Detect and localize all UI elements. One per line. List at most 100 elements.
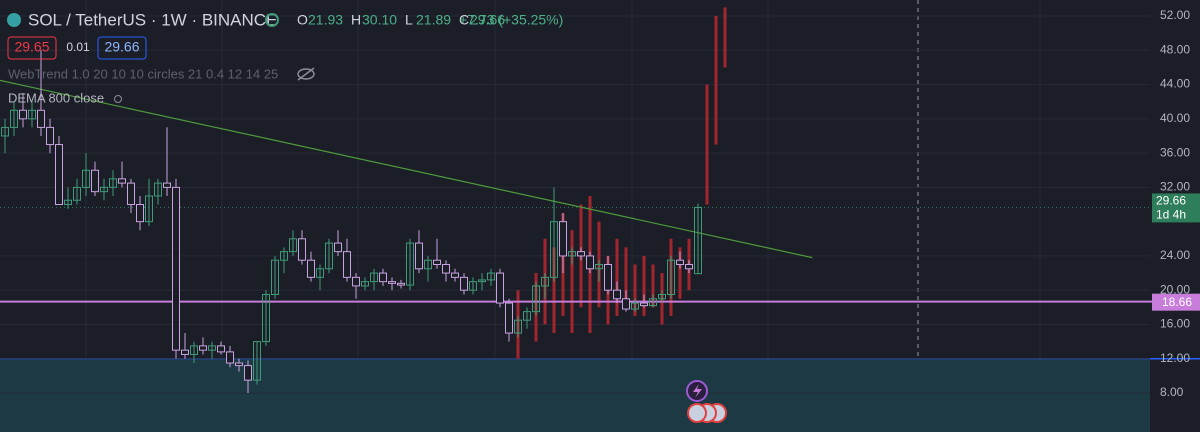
y-tick-label: 20.00 xyxy=(1160,282,1190,296)
sell-box[interactable] xyxy=(7,36,57,60)
candle-body xyxy=(460,276,468,291)
candle-body xyxy=(523,311,531,321)
candle-body xyxy=(109,178,117,188)
candle-body xyxy=(676,259,684,265)
event-icons xyxy=(686,380,727,423)
candle-body xyxy=(1,126,9,137)
candle-body xyxy=(415,242,423,270)
candle-body xyxy=(586,255,594,270)
y-tick-label: 12.00 xyxy=(1160,351,1190,365)
candle-body xyxy=(424,259,432,270)
candle-body xyxy=(64,199,72,206)
candle-body xyxy=(307,259,315,278)
support-label: 18.66 xyxy=(1162,295,1192,309)
last-price-box xyxy=(1152,193,1200,223)
candle-body xyxy=(658,293,666,300)
ohlc-value: 29.66 xyxy=(470,12,505,28)
overlay-bar xyxy=(705,84,709,205)
candle-body xyxy=(577,251,585,257)
candle-body xyxy=(325,242,333,270)
candle-body xyxy=(334,242,342,253)
candle-body xyxy=(640,302,648,307)
overlay-bar xyxy=(633,264,637,316)
hide-icon[interactable] xyxy=(114,95,122,103)
change: +7.73 (+35.25%) xyxy=(459,12,563,28)
overlay-bar xyxy=(714,16,718,145)
candle-body xyxy=(505,302,513,334)
y-tick-label: 44.00 xyxy=(1160,77,1190,91)
indicator-label[interactable]: WebTrend 1.0 20 10 10 circles 21 0.4 12 … xyxy=(8,66,278,81)
candle-body xyxy=(451,272,459,278)
flag-icon[interactable] xyxy=(687,403,707,423)
candle-body xyxy=(19,109,27,120)
ohlc-label: H xyxy=(351,12,361,28)
hide-icon[interactable] xyxy=(297,68,315,80)
y-tick-label: 24.00 xyxy=(1160,248,1190,262)
candle-body xyxy=(388,281,396,284)
y-tick-label: 48.00 xyxy=(1160,42,1190,56)
ohlc-value: 30.10 xyxy=(362,12,397,28)
overlay-bar xyxy=(678,247,682,299)
buy-box[interactable] xyxy=(97,36,147,60)
ohlc-value: 21.89 xyxy=(416,12,451,28)
candle-body xyxy=(262,293,270,343)
candle-body xyxy=(154,182,162,197)
candle-body xyxy=(73,186,81,201)
candle-body xyxy=(496,272,504,304)
candle-body xyxy=(622,298,630,310)
candle-body xyxy=(163,182,171,188)
candle-body xyxy=(352,276,360,287)
lightning xyxy=(693,384,702,398)
candle-body xyxy=(433,259,441,265)
header: SOL / TetherUS · 1W · BINANCE O 21.93 H 30.… xyxy=(7,10,563,105)
candle-body xyxy=(541,276,549,287)
candle-body xyxy=(226,351,234,364)
candle-body xyxy=(28,109,36,120)
y-tick-label: 36.00 xyxy=(1160,145,1190,159)
support-box xyxy=(1152,293,1200,311)
candle-body xyxy=(649,298,657,307)
sell-price[interactable]: 29.65 xyxy=(14,39,49,55)
candle-body xyxy=(343,251,351,278)
last-price-label: 29.66 xyxy=(1156,194,1186,208)
ohlc-label: C xyxy=(459,12,469,28)
ohlc: O 21.93 H 30.10 L 21.89 C 29.66 xyxy=(297,12,505,28)
candle-body xyxy=(397,282,405,286)
candle-body xyxy=(199,345,207,351)
candle-body xyxy=(217,345,225,353)
candle-body xyxy=(37,109,45,128)
candle-body xyxy=(559,221,567,257)
spread: 0.01 xyxy=(66,40,90,54)
candle-body xyxy=(289,238,297,253)
candle-body xyxy=(568,251,576,257)
hide-icon-slash xyxy=(297,67,315,81)
price-axis: 8.00 12.00 16.00 20.00 24.00 32.00 36.00 40.00 4… xyxy=(1152,8,1200,399)
candle-body xyxy=(127,182,135,206)
candle-body xyxy=(298,238,306,261)
buy-price[interactable]: 29.66 xyxy=(104,39,139,55)
candle-body xyxy=(514,319,522,334)
candle-body xyxy=(667,259,675,295)
overlay-bar xyxy=(651,264,655,308)
candle-body xyxy=(379,272,387,283)
status-icon xyxy=(265,13,279,27)
zone xyxy=(0,358,1150,432)
candle-body xyxy=(550,221,558,278)
overlay-bar xyxy=(642,255,646,316)
candle-body xyxy=(271,259,279,295)
indicator-label[interactable]: DEMA 800 close xyxy=(8,90,104,105)
candle-body xyxy=(469,281,477,291)
candle-body xyxy=(55,144,63,206)
candle-body xyxy=(442,263,450,274)
candle-body xyxy=(316,268,324,278)
ohlc-label: O xyxy=(297,12,308,28)
y-tick-label: 32.00 xyxy=(1160,180,1190,194)
y-tick-label: 40.00 xyxy=(1160,111,1190,125)
overlay-bar xyxy=(570,230,574,334)
countdown: 1d 4h xyxy=(1156,208,1186,222)
ohlc-value: 21.93 xyxy=(308,12,343,28)
trendline xyxy=(0,79,813,259)
candle-body xyxy=(100,186,108,193)
title: SOL / TetherUS · 1W · BINANCE xyxy=(28,10,277,29)
